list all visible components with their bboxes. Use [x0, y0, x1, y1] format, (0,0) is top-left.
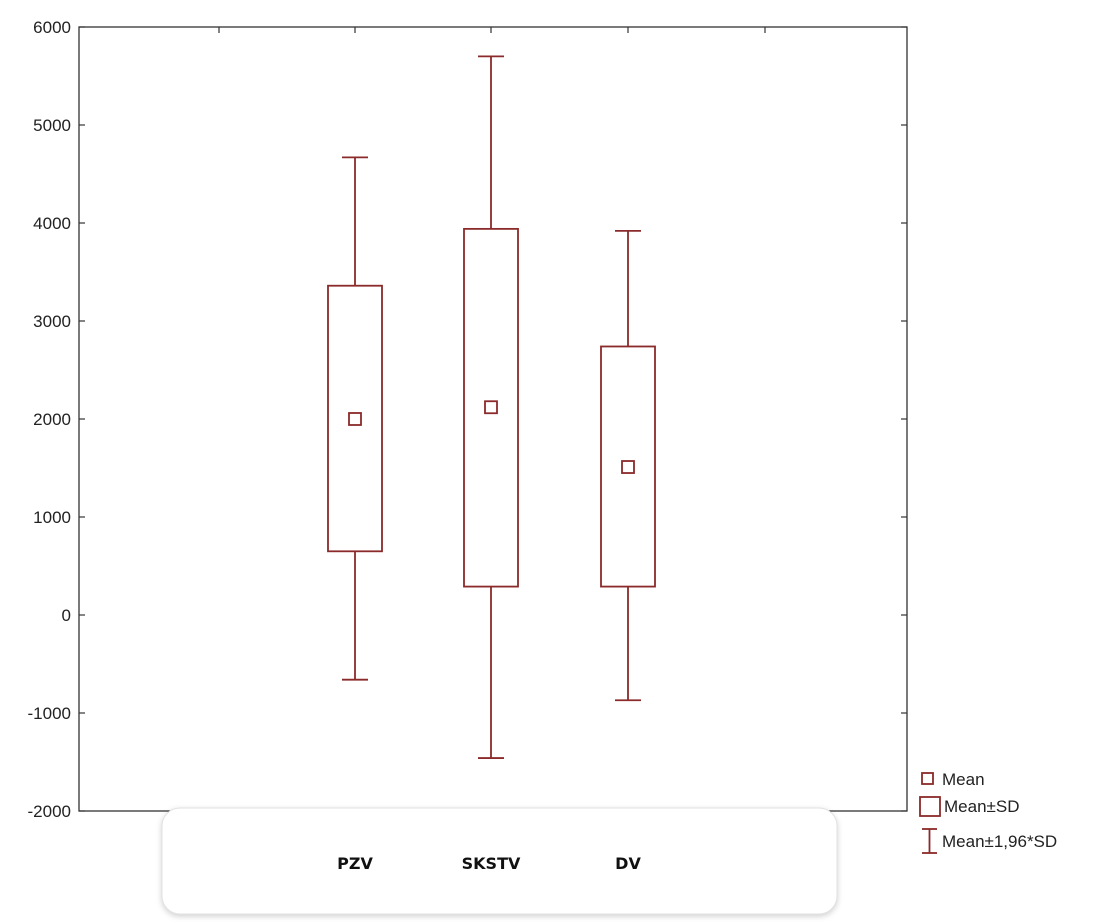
x-axis-ticks — [218, 27, 766, 33]
legend-ci-label: Mean±1,96*SD — [942, 832, 1057, 851]
y-tick-label-2: 0 — [62, 606, 71, 625]
category-label-dv: DV — [615, 854, 641, 873]
mean-marker-1 — [484, 400, 498, 415]
legend-sd-icon — [919, 796, 941, 817]
box-skstv — [463, 55, 519, 759]
category-label-pzv: PZV — [337, 854, 373, 873]
y-tick-label-6: 4000 — [33, 214, 71, 233]
y-tick-label-7: 5000 — [33, 116, 71, 135]
y-tick-label-3: 1000 — [33, 508, 71, 527]
category-labels: PZV SKSTV DV — [337, 854, 641, 873]
y-tick-label-4: 2000 — [33, 410, 71, 429]
mean-marker-0 — [348, 412, 362, 426]
category-label-skstv: SKSTV — [462, 854, 521, 873]
category-label-panel — [161, 807, 838, 915]
box-dv — [600, 229, 656, 702]
sd-box-1 — [463, 227, 519, 588]
y-tick-label-0: -2000 — [28, 802, 71, 821]
y-tick-label-5: 3000 — [33, 312, 71, 331]
legend-sd-label: Mean±SD — [944, 797, 1019, 816]
y-tick-label-8: 6000 — [33, 18, 71, 37]
box-series-group — [327, 55, 656, 759]
y-axis-ticks: -2000 -1000 0 1000 2000 3000 4000 5000 6000 — [28, 18, 907, 821]
sd-box-0 — [327, 284, 383, 553]
mean-marker-2 — [621, 460, 635, 474]
legend-ci-icon — [922, 828, 937, 854]
y-tick-label-1: -1000 — [28, 704, 71, 723]
sd-box-2 — [600, 345, 656, 588]
legend: Mean Mean±SD Mean±1,96*SD — [919, 770, 1057, 854]
legend-mean-label: Mean — [942, 770, 985, 789]
box-pzv — [327, 156, 383, 681]
legend-mean-icon — [921, 772, 934, 785]
